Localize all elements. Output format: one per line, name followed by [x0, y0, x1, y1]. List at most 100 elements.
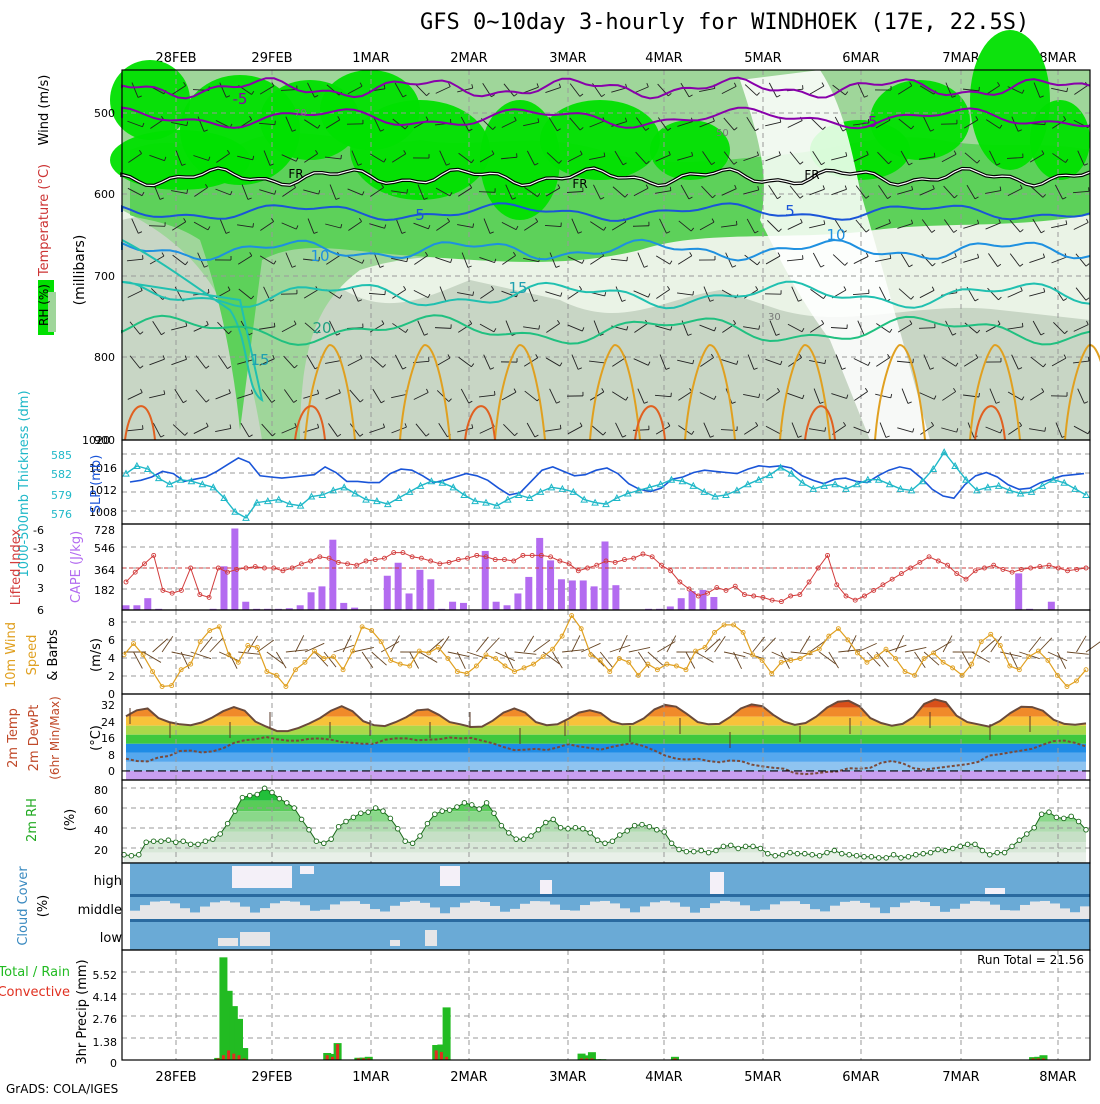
cape-bar: [449, 602, 456, 610]
rh-marker: [492, 811, 497, 816]
rh-marker: [906, 854, 911, 859]
rh-marker: [1010, 844, 1015, 849]
rh-marker: [891, 852, 896, 857]
cloud-middle-bar: [1070, 912, 1080, 919]
wind-label: Wind (m/s): [37, 75, 52, 146]
rh-marker: [514, 837, 519, 842]
cloud-middle-bar: [810, 909, 820, 919]
rh-marker: [877, 856, 882, 861]
rh-marker: [766, 851, 771, 856]
rh-marker: [751, 844, 756, 849]
rh-marker: [248, 793, 253, 798]
rh-contour-label: 70: [294, 108, 307, 119]
rh-marker: [817, 853, 822, 858]
tick-label: 1020: [82, 434, 110, 447]
temp-label-d: (°C): [89, 725, 104, 751]
rh-marker: [995, 850, 1000, 855]
rh-marker: [736, 846, 741, 851]
lifted-axis-label: Lifted Index: [9, 528, 24, 605]
rh-marker: [240, 795, 245, 800]
rh-90-region: [480, 100, 560, 220]
wind10-barb: [876, 652, 888, 667]
cloud-middle-bar: [260, 908, 270, 919]
rh-marker: [625, 829, 630, 834]
wind-barb-flag: [253, 223, 254, 227]
rh-marker: [714, 848, 719, 853]
rh-marker: [507, 831, 512, 836]
chart-title: GFS 0~10day 3-hourly for WINDHOEK (17E, …: [420, 10, 1029, 35]
precip-tick: 5.52: [93, 969, 118, 982]
temp-label-a: 2m Temp: [6, 708, 21, 768]
wind-barb-flag: [407, 189, 408, 193]
rh-marker: [1032, 825, 1037, 830]
rh-marker: [921, 851, 926, 856]
cloud-label-b: (%): [36, 895, 51, 918]
cloud-middle-bar: [820, 911, 830, 919]
cloud-middle-bar: [200, 907, 210, 919]
contour-label: 10: [826, 226, 845, 244]
wind10-barb: [695, 652, 713, 662]
wind10-label-c: & Barbs: [46, 629, 61, 681]
cloud-middle-bar: [860, 903, 870, 919]
cape-bar: [220, 566, 227, 610]
rh-marker: [196, 842, 201, 847]
cloud-middle-bar: [570, 911, 580, 919]
precip-convective-bar: [227, 1050, 230, 1060]
rh-marker: [521, 837, 526, 842]
rh-marker: [455, 805, 460, 810]
cape-bar: [406, 593, 413, 610]
date-label-bottom: 7MAR: [942, 1070, 979, 1085]
rh-tick: 20: [94, 844, 108, 857]
cloud-middle-bar: [150, 902, 160, 919]
rh-contour-label: 50: [716, 128, 729, 139]
cape-bar: [1015, 573, 1022, 610]
millibars-label: (millibars): [72, 235, 88, 306]
date-label-bottom: 5MAR: [744, 1070, 781, 1085]
cape-bar: [569, 580, 576, 610]
cape-bar: [242, 602, 249, 610]
pressure-tick: 600: [94, 188, 115, 201]
date-label-top: 1MAR: [352, 51, 389, 66]
rh-marker: [285, 801, 290, 806]
cloud-middle-bar: [780, 901, 790, 919]
cape-tick: 182: [94, 584, 115, 597]
rh-marker: [396, 826, 401, 831]
cloud-high-block: [710, 872, 724, 894]
cape-bar: [297, 605, 304, 610]
pressure-tick: 500: [94, 107, 115, 120]
cloud-middle-bar: [970, 901, 980, 919]
cloud-middle-bar: [440, 913, 450, 919]
cloud-middle-bar: [360, 904, 370, 919]
rh-marker: [410, 841, 415, 846]
date-label-bottom: 28FEB: [155, 1070, 196, 1085]
cloud-middle-bar: [920, 902, 930, 919]
wind10-barb: [857, 643, 876, 652]
rh-marker: [788, 850, 793, 855]
wind10-tick: 8: [108, 616, 115, 629]
rh-band: [122, 780, 1090, 801]
wind-barb-flag: [979, 393, 980, 397]
cloud-middle-bar: [730, 902, 740, 919]
wind10-barb: [572, 635, 580, 652]
rh-marker: [551, 817, 556, 822]
cloud-middle-bar: [280, 901, 290, 919]
cape-tick: 364: [94, 564, 115, 577]
wind-barb-flag: [670, 187, 671, 191]
rh-band: [122, 822, 1090, 832]
wind-barb-flag: [934, 153, 935, 157]
cloud-middle-bar: [170, 903, 180, 919]
temp-band: [122, 708, 1090, 717]
date-label-bottom: 2MAR: [450, 1070, 487, 1085]
cloud-middle-bar: [900, 903, 910, 919]
cloud-middle-bar: [460, 903, 470, 919]
rh-marker: [529, 834, 534, 839]
cloud-middle-bar: [830, 906, 840, 919]
wind-barb: [633, 226, 649, 227]
cloud-middle-bar: [240, 907, 250, 919]
cloud-middle-bar: [430, 907, 440, 919]
wind10-barb: [619, 635, 627, 652]
rh-marker: [470, 803, 475, 808]
cloud-high-block: [540, 880, 552, 894]
